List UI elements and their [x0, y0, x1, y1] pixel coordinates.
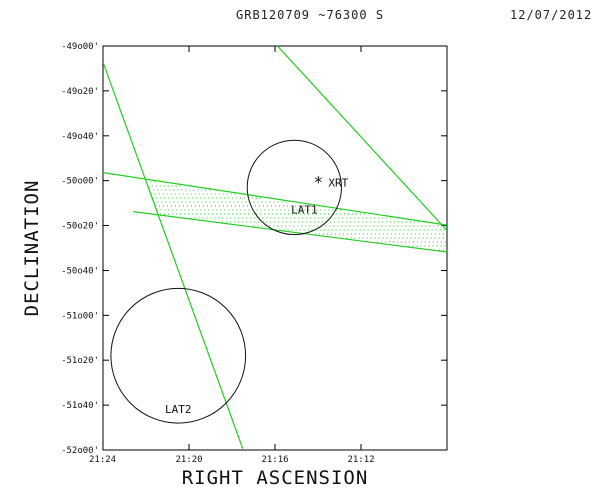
- xrt-marker: *: [313, 172, 323, 191]
- y-tick-label: -49o00': [61, 42, 99, 52]
- error-band-line: [103, 61, 244, 449]
- x-axis-label: RIGHT ASCENSION: [182, 467, 369, 489]
- y-tick-label: -52o00': [61, 446, 99, 456]
- error-band-line: [103, 171, 447, 226]
- y-tick-label: -50o40': [61, 266, 99, 276]
- x-tick-label: 21:16: [261, 455, 288, 465]
- xrt-label: XRT: [328, 176, 348, 189]
- x-tick-label: 21:20: [175, 455, 202, 465]
- y-tick-label: -50o20': [61, 222, 99, 232]
- x-tick-label: 21:12: [347, 455, 374, 465]
- error-band-line: [276, 46, 447, 231]
- error-circle: [246, 139, 342, 236]
- error-circle: [110, 287, 247, 424]
- error-band-line: [133, 211, 447, 253]
- chart-date: 12/07/2012: [510, 8, 593, 22]
- y-tick-label: -50o00': [61, 177, 99, 187]
- y-tick-label: -51o40': [61, 401, 99, 411]
- circle-label: LAT2: [165, 403, 192, 416]
- y-axis-label: DECLINATION: [21, 180, 43, 317]
- y-tick-label: -51o00': [61, 311, 99, 321]
- x-tick-label: 21:24: [89, 455, 116, 465]
- y-tick-label: -51o20': [61, 356, 99, 366]
- chart-title: GRB120709 ~76300 S: [236, 8, 385, 22]
- plot-frame: [102, 45, 448, 451]
- y-tick-label: -49o40': [61, 132, 99, 142]
- y-tick-label: -49o20': [61, 87, 99, 97]
- circle-label: LAT1: [291, 203, 318, 216]
